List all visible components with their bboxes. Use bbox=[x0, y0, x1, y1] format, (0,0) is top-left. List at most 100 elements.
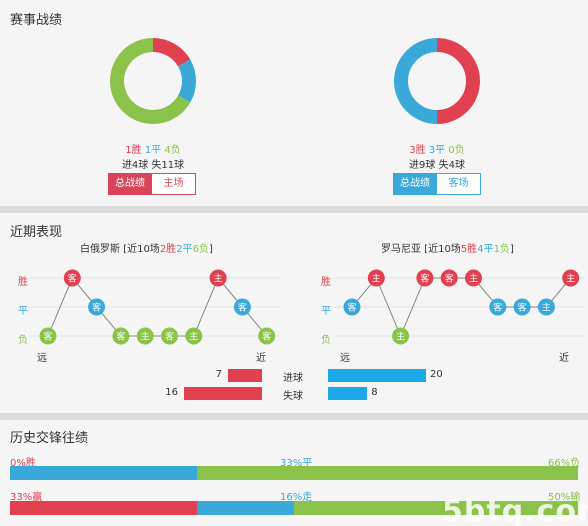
left-match-marker[interactable]: 客 bbox=[161, 327, 178, 345]
right-venue-label: 主 bbox=[396, 331, 405, 343]
right-record-tabs: 总战绩 客场 bbox=[393, 173, 481, 195]
right-record-donut bbox=[394, 38, 480, 124]
left-goals-summary: 进4球 失11球 bbox=[121, 160, 185, 171]
right-match-marker[interactable]: 主 bbox=[465, 269, 482, 287]
left-match-marker[interactable]: 客 bbox=[112, 327, 130, 345]
right-match-dot bbox=[343, 298, 361, 316]
right-donut-slice-0 bbox=[436, 38, 480, 124]
right-goals-summary: 进9球 失4球 bbox=[409, 160, 465, 171]
left-venue-label: 客 bbox=[116, 331, 125, 343]
left-match-dot bbox=[63, 269, 81, 287]
right-near-label: 近 bbox=[559, 353, 569, 364]
right-venue-label: 客 bbox=[420, 273, 429, 285]
right-venue-label: 客 bbox=[347, 302, 356, 314]
left-match-dot bbox=[185, 327, 203, 345]
left-tab-home[interactable]: 主场 bbox=[152, 173, 196, 195]
left-donut-slice-0 bbox=[152, 38, 191, 67]
right-match-marker[interactable]: 主 bbox=[562, 269, 580, 287]
left-row-label-win: 胜 bbox=[18, 277, 28, 288]
left-venue-label: 客 bbox=[238, 302, 247, 314]
h2h-result-bar bbox=[10, 466, 578, 480]
right-match-marker[interactable]: 主 bbox=[537, 298, 555, 316]
right-venue-label: 客 bbox=[445, 273, 454, 285]
left-match-marker[interactable]: 客 bbox=[39, 327, 57, 345]
left-row-label-draw: 平 bbox=[18, 306, 28, 317]
left-recent-wins: 2胜 bbox=[159, 244, 177, 255]
h2h-handicap-push-pct: 16%走 bbox=[280, 492, 313, 503]
right-tab-overall[interactable]: 总战绩 bbox=[393, 173, 437, 195]
right-match-dot bbox=[465, 269, 482, 287]
right-recent-header: 罗马尼亚 [近10场5胜4平1负] bbox=[381, 240, 514, 255]
right-donut-slice-1 bbox=[394, 38, 438, 124]
h2h-handicap-segment-loss bbox=[293, 501, 578, 515]
right-match-marker[interactable]: 客 bbox=[440, 269, 458, 287]
left-match-dot bbox=[112, 327, 130, 345]
goals-label: 进球 bbox=[283, 373, 303, 384]
right-conceded-value: 8 bbox=[371, 387, 378, 398]
left-tab-overall[interactable]: 总战绩 bbox=[108, 173, 152, 195]
right-match-dot bbox=[537, 298, 555, 316]
right-row-label-win: 胜 bbox=[321, 277, 331, 288]
history-title: 历史交锋往绩 bbox=[10, 431, 89, 446]
left-donut-slice-2 bbox=[110, 38, 191, 124]
left-match-marker[interactable]: 主 bbox=[185, 327, 203, 345]
left-match-marker[interactable]: 主 bbox=[209, 269, 227, 287]
right-form-graph: 客主主客客主客客主主 bbox=[334, 269, 584, 345]
right-match-marker[interactable]: 客 bbox=[489, 298, 507, 316]
h2h-result-segment-draw bbox=[10, 466, 198, 480]
left-record-donut bbox=[110, 38, 196, 124]
h2h-result-segment-loss bbox=[197, 466, 578, 480]
right-row-label-draw: 平 bbox=[321, 306, 331, 317]
left-venue-label: 主 bbox=[141, 331, 150, 343]
left-win-count: 1胜 bbox=[125, 145, 142, 156]
right-recent-draws: 4平 bbox=[477, 244, 494, 255]
right-loss-count: 0负 bbox=[448, 145, 465, 156]
right-match-dot bbox=[392, 327, 410, 345]
left-match-dot bbox=[258, 327, 276, 345]
left-match-marker[interactable]: 客 bbox=[88, 298, 106, 316]
right-win-count: 3胜 bbox=[409, 145, 426, 156]
left-match-marker[interactable]: 客 bbox=[63, 269, 81, 287]
left-record-tabs: 总战绩 主场 bbox=[108, 173, 196, 195]
left-near-label: 近 bbox=[256, 353, 266, 364]
left-match-dot bbox=[39, 327, 57, 345]
right-draw-count: 3平 bbox=[428, 145, 446, 156]
left-match-marker[interactable]: 客 bbox=[258, 327, 276, 345]
left-record-wdl: 1胜 1平 4负 bbox=[95, 141, 211, 156]
left-row-label-loss: 负 bbox=[18, 335, 28, 346]
left-recent-prefix: [近10场 bbox=[120, 244, 160, 255]
left-recent-draws: 2平 bbox=[176, 244, 193, 255]
left-recent-suffix: ] bbox=[208, 244, 213, 255]
right-venue-label: 客 bbox=[518, 302, 527, 314]
left-donut-slice-1 bbox=[177, 59, 196, 103]
right-match-marker[interactable]: 客 bbox=[513, 298, 531, 316]
right-goals-value: 20 bbox=[430, 369, 443, 380]
left-goals-value: 7 bbox=[215, 369, 222, 380]
right-venue-label: 主 bbox=[372, 273, 381, 285]
left-venue-label: 客 bbox=[68, 273, 77, 285]
left-venue-label: 客 bbox=[43, 331, 52, 343]
left-conceded-bar bbox=[183, 387, 262, 400]
right-match-marker[interactable]: 主 bbox=[392, 327, 410, 345]
left-match-dot bbox=[161, 327, 178, 345]
left-draw-count: 1平 bbox=[144, 145, 162, 156]
right-tab-away[interactable]: 客场 bbox=[437, 173, 481, 195]
watermark: 5btq.com bbox=[442, 494, 588, 526]
right-row-label-loss: 负 bbox=[321, 335, 331, 346]
right-match-dot bbox=[440, 269, 458, 287]
right-recent-losses: 1负 bbox=[493, 244, 510, 255]
left-match-dot bbox=[88, 298, 106, 316]
right-match-marker[interactable]: 客 bbox=[343, 298, 361, 316]
left-match-marker[interactable]: 主 bbox=[136, 327, 154, 345]
right-match-marker[interactable]: 主 bbox=[367, 269, 385, 287]
right-venue-label: 客 bbox=[493, 302, 502, 314]
h2h-draw-pct: 33%平 bbox=[280, 458, 313, 469]
right-venue-label: 主 bbox=[469, 273, 478, 285]
left-match-marker[interactable]: 客 bbox=[233, 298, 251, 316]
right-team-name: 罗马尼亚 bbox=[381, 244, 421, 255]
right-venue-label: 主 bbox=[542, 302, 551, 314]
right-far-label: 远 bbox=[340, 353, 350, 364]
left-match-dot bbox=[233, 298, 251, 316]
recent-panel: 近期表现 白俄罗斯 [近10场2胜2平6负] 罗马尼亚 [近10场5胜4平1负]… bbox=[0, 213, 588, 413]
right-match-marker[interactable]: 客 bbox=[416, 269, 434, 287]
